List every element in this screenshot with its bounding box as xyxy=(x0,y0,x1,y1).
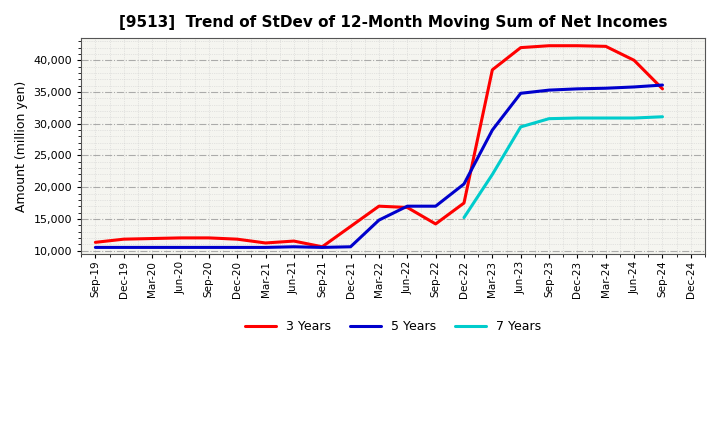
5 Years xyxy=(545,88,554,93)
3 Years xyxy=(459,200,468,205)
5 Years xyxy=(488,128,497,133)
3 Years xyxy=(601,44,610,49)
5 Years xyxy=(120,245,128,250)
7 Years xyxy=(488,172,497,177)
3 Years xyxy=(403,205,412,210)
5 Years xyxy=(261,245,270,250)
5 Years xyxy=(318,245,327,250)
3 Years xyxy=(573,43,582,48)
5 Years xyxy=(176,245,185,250)
3 Years xyxy=(261,240,270,246)
3 Years xyxy=(91,240,99,245)
3 Years xyxy=(233,237,241,242)
3 Years xyxy=(516,45,525,50)
7 Years xyxy=(601,115,610,121)
5 Years xyxy=(289,244,298,249)
7 Years xyxy=(630,115,639,121)
3 Years xyxy=(204,235,213,241)
3 Years xyxy=(431,221,440,227)
Line: 3 Years: 3 Years xyxy=(95,46,662,247)
3 Years xyxy=(545,43,554,48)
5 Years xyxy=(459,181,468,187)
5 Years xyxy=(91,245,99,250)
3 Years xyxy=(120,237,128,242)
5 Years xyxy=(573,86,582,92)
Line: 7 Years: 7 Years xyxy=(464,117,662,218)
5 Years xyxy=(601,85,610,91)
5 Years xyxy=(233,245,241,250)
7 Years xyxy=(658,114,667,119)
3 Years xyxy=(374,204,383,209)
3 Years xyxy=(148,236,156,241)
Legend: 3 Years, 5 Years, 7 Years: 3 Years, 5 Years, 7 Years xyxy=(240,315,546,338)
Line: 5 Years: 5 Years xyxy=(95,85,662,247)
5 Years xyxy=(403,204,412,209)
5 Years xyxy=(374,217,383,223)
7 Years xyxy=(516,124,525,129)
5 Years xyxy=(630,84,639,90)
3 Years xyxy=(318,244,327,249)
3 Years xyxy=(289,238,298,244)
5 Years xyxy=(431,204,440,209)
5 Years xyxy=(658,82,667,88)
5 Years xyxy=(204,245,213,250)
5 Years xyxy=(516,91,525,96)
3 Years xyxy=(346,224,355,229)
3 Years xyxy=(488,67,497,73)
Y-axis label: Amount (million yen): Amount (million yen) xyxy=(15,81,28,212)
5 Years xyxy=(148,245,156,250)
7 Years xyxy=(545,116,554,121)
5 Years xyxy=(346,244,355,249)
3 Years xyxy=(176,235,185,241)
3 Years xyxy=(630,58,639,63)
3 Years xyxy=(658,86,667,92)
7 Years xyxy=(459,215,468,220)
7 Years xyxy=(573,115,582,121)
Title: [9513]  Trend of StDev of 12-Month Moving Sum of Net Incomes: [9513] Trend of StDev of 12-Month Moving… xyxy=(119,15,667,30)
